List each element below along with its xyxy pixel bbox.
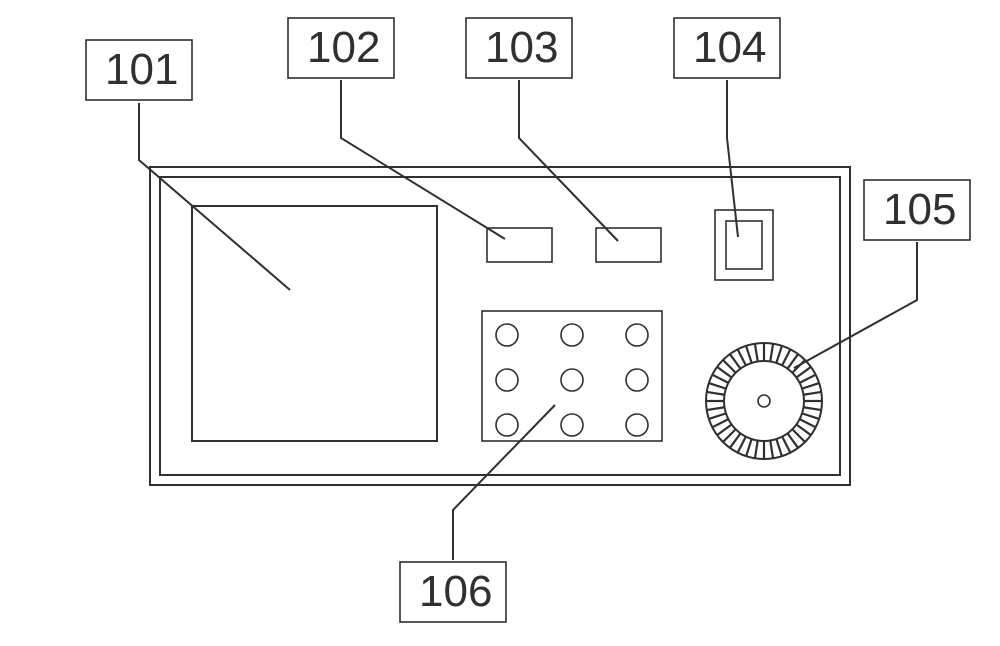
dial-tooth bbox=[738, 437, 746, 453]
keypad-key-0-2 bbox=[626, 324, 648, 346]
dial-tooth bbox=[782, 349, 790, 365]
dial-tooth bbox=[800, 375, 816, 383]
leader-line-104 bbox=[727, 80, 738, 237]
dial-tooth bbox=[796, 367, 811, 378]
dial-tooth bbox=[776, 439, 782, 456]
dial-tooth bbox=[755, 441, 758, 459]
rotary-dial bbox=[706, 343, 822, 459]
dial-tooth bbox=[804, 407, 822, 410]
keypad-frame bbox=[482, 311, 662, 441]
dial-tooth bbox=[755, 344, 758, 362]
label-text-101: 101 bbox=[105, 45, 178, 94]
dial-tooth bbox=[802, 413, 819, 419]
keypad-key-2-1 bbox=[561, 414, 583, 436]
dial-tooth bbox=[770, 344, 773, 362]
label-text-104: 104 bbox=[693, 23, 766, 72]
dial-tooth bbox=[738, 349, 746, 365]
switch-104-inner bbox=[726, 221, 762, 269]
dial-hub bbox=[758, 395, 770, 407]
dial-tooth bbox=[730, 433, 741, 448]
dial-tooth bbox=[746, 439, 752, 456]
dial-tooth bbox=[712, 419, 728, 427]
dial-tooth bbox=[709, 413, 726, 419]
dial-tooth bbox=[707, 392, 725, 395]
dial-tooth bbox=[746, 346, 752, 363]
dial-tooth bbox=[804, 392, 822, 395]
leader-line-101 bbox=[139, 103, 290, 290]
dial-tooth bbox=[782, 437, 790, 453]
dial-tooth bbox=[709, 383, 726, 389]
dial-tooth bbox=[796, 425, 811, 436]
keypad-key-1-2 bbox=[626, 369, 648, 391]
dial-tooth bbox=[776, 346, 782, 363]
keypad-key-1-1 bbox=[561, 369, 583, 391]
keypad-key-2-0 bbox=[496, 414, 518, 436]
dial-tooth bbox=[792, 429, 805, 442]
button-103 bbox=[596, 228, 661, 262]
dial-tooth bbox=[723, 360, 736, 373]
keypad-key-0-1 bbox=[561, 324, 583, 346]
dial-tooth bbox=[712, 375, 728, 383]
dial-tooth bbox=[770, 441, 773, 459]
leader-line-103 bbox=[519, 80, 618, 241]
keypad-key-0-0 bbox=[496, 324, 518, 346]
dial-tooth bbox=[707, 407, 725, 410]
dial-tooth bbox=[788, 433, 799, 448]
leader-line-105 bbox=[794, 242, 917, 368]
dial-tooth bbox=[723, 429, 736, 442]
leader-line-106 bbox=[453, 405, 555, 560]
keypad-key-2-2 bbox=[626, 414, 648, 436]
dial-tooth bbox=[802, 383, 819, 389]
label-text-105: 105 bbox=[883, 185, 956, 234]
label-text-102: 102 bbox=[307, 23, 380, 72]
label-text-103: 103 bbox=[485, 23, 558, 72]
dial-tooth bbox=[717, 425, 732, 436]
keypad-key-1-0 bbox=[496, 369, 518, 391]
leader-line-102 bbox=[341, 80, 505, 239]
dial-tooth bbox=[800, 419, 816, 427]
dial-tooth bbox=[730, 354, 741, 369]
dial-inner-ring bbox=[724, 361, 804, 441]
label-text-106: 106 bbox=[419, 567, 492, 616]
dial-tooth bbox=[717, 367, 732, 378]
display-screen bbox=[192, 206, 437, 441]
